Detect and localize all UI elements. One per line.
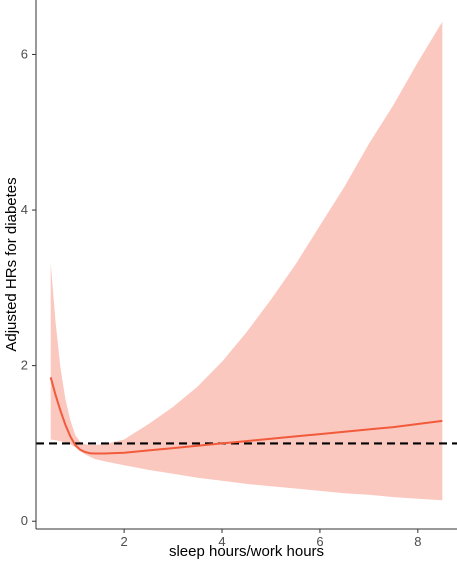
x-tick-label: 8	[414, 534, 421, 549]
x-tick-label: 6	[316, 534, 323, 549]
hr-line-0	[49, 377, 443, 455]
confidence-band-0	[50, 21, 443, 501]
y-tick-label: 2	[21, 358, 28, 373]
y-tick-label: 0	[21, 513, 28, 528]
plot-area	[36, 21, 457, 501]
y-axis-title: Adjusted HRs for diabetes	[3, 177, 20, 351]
y-tick-label: 6	[21, 46, 28, 61]
axes: 0 2 4 6 2 4 6 8	[21, 0, 457, 549]
x-tick-label: 4	[218, 534, 225, 549]
x-axis-title: sleep hours/work hours	[169, 543, 324, 560]
x-tick-label: 2	[120, 534, 127, 549]
y-tick-label: 4	[21, 202, 28, 217]
